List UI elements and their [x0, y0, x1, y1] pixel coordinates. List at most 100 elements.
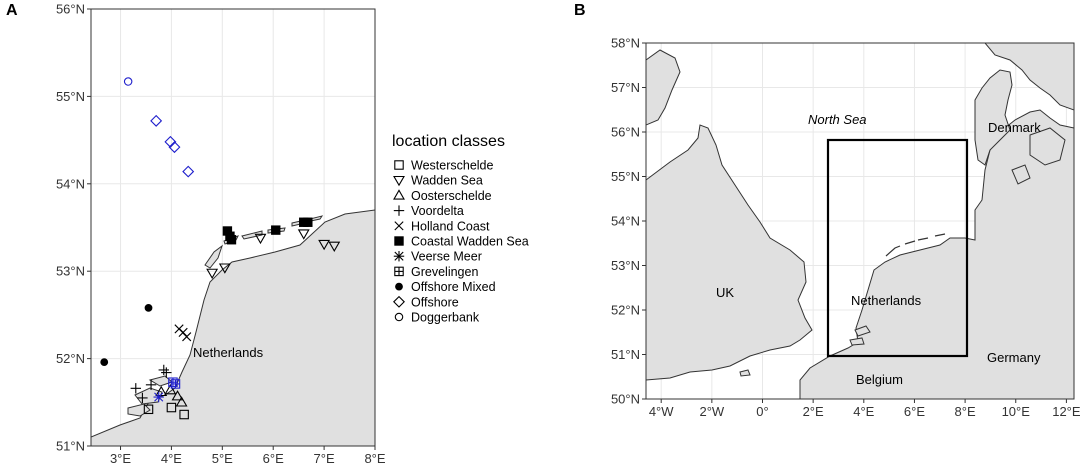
panel-a-axis-ticks: 3°E 4°E 5°E 6°E 7°E 8°E 51°N 52°N 53°N 54°N 55°N 56… [56, 2, 386, 467]
legend-key-oosterschelde [393, 189, 405, 200]
legend-label: Doggerbank [411, 311, 480, 325]
point-voordelta [145, 379, 157, 391]
legend-label: Oosterschelde [411, 189, 492, 203]
panel-a-y-tick: 56°N [56, 2, 85, 17]
point-wadden-sea [318, 239, 331, 251]
panel-a-y-tick: 53°N [56, 264, 85, 279]
point-wadden-sea [297, 229, 310, 240]
point-veerse-meer [153, 391, 164, 403]
study-area-box [826, 138, 969, 358]
point-offshore [150, 114, 163, 127]
panel-b-y-tick: 52°N [611, 303, 640, 318]
panel-b-x-tick: 8°E [955, 404, 976, 419]
panel-b-x-tick: 2°W [699, 404, 724, 419]
legend-key-offshore-mixed [395, 282, 403, 291]
panel-b-y-tick: 51°N [611, 347, 640, 362]
denmark-zealand [1029, 127, 1066, 166]
point-offshore [182, 165, 195, 178]
legend-key-veerse-meer [393, 251, 405, 262]
legend-key-voordelta [393, 205, 405, 216]
legend-label: Holland Coast [411, 219, 490, 233]
zeeland-b [849, 325, 871, 346]
point-coastal-wadden-sea [303, 217, 313, 227]
point-grevelingen [170, 379, 181, 389]
belgium-label: Belgium [856, 372, 903, 387]
legend-label: Coastal Wadden Sea [411, 235, 529, 249]
point-voordelta [137, 392, 148, 404]
point-voordelta [130, 383, 141, 394]
legend-label: Veerse Meer [411, 250, 482, 264]
panel-a-x-tick: 6°E [263, 451, 284, 466]
panel-b-x-tick: 10°E [1002, 404, 1031, 419]
legend-label: Westerschelde [411, 159, 493, 173]
legend-key-offshore [393, 295, 405, 308]
panel-b-axis-ticks: 4°W 2°W 0° 2°E 4°E 6°E 8°E 10°E 12°E 50°N 51°N 52°N… [611, 36, 1081, 420]
legend-key-doggerbank [394, 312, 404, 322]
panel-b-y-tick: 56°N [611, 125, 640, 140]
isle-of-wight [739, 369, 751, 377]
scotland-north [646, 49, 681, 126]
panel-a-y-tick: 51°N [56, 439, 85, 454]
norway-sweden [984, 43, 1074, 111]
point-oosterschelde [171, 390, 184, 401]
panel-a-x-tick: 8°E [364, 451, 385, 466]
point-holland-coast [178, 327, 188, 337]
panel-b-x-tick: 2°E [803, 404, 824, 419]
panel-a-points [100, 77, 341, 420]
north-sea-label: North Sea [808, 112, 867, 127]
point-voordelta [161, 367, 172, 378]
panel-b-y-tick: 50°N [611, 392, 640, 407]
panel-b-y-tick: 53°N [611, 258, 640, 273]
point-oosterschelde [155, 385, 168, 397]
point-voordelta [158, 364, 169, 376]
legend-key-westerschelde [394, 160, 404, 170]
panel-b-y-tick: 55°N [611, 169, 640, 184]
point-westerschelde [143, 404, 154, 415]
panel-b-x-tick: 6°E [904, 404, 925, 419]
panel-a-y-tick: 54°N [56, 176, 85, 191]
point-offshore [164, 135, 177, 148]
denmark-label: Denmark [988, 120, 1041, 135]
point-westerschelde [166, 402, 177, 413]
great-britain-land [646, 124, 813, 381]
point-holland-coast [182, 332, 192, 342]
legend-label: Offshore Mixed [411, 280, 496, 294]
legend-key-coastal-wadden-sea [394, 236, 404, 246]
panel-a-x-tick: 4°E [161, 451, 182, 466]
panel-b-x-tick: 0° [756, 404, 768, 419]
panel-b-x-tick: 4°E [853, 404, 874, 419]
legend-key-grevelingen [394, 266, 404, 277]
panel-b-y-tick: 57°N [611, 80, 640, 95]
legend-key-holland-coast [394, 221, 404, 231]
legend-key-wadden-sea [393, 175, 405, 187]
legend-title: location classes [392, 133, 505, 150]
germany-label: Germany [987, 350, 1041, 365]
point-offshore [168, 141, 181, 154]
point-wadden-sea [206, 268, 219, 280]
netherlands-label: Netherlands [193, 345, 264, 360]
point-wadden-sea [328, 241, 341, 252]
wadden-island-terschelling [241, 230, 263, 240]
point-oosterschelde [175, 396, 188, 407]
panel-a-y-tick: 55°N [56, 89, 85, 104]
frisian-islands-b [885, 233, 946, 257]
panel-b-y-tick: 58°N [611, 36, 640, 51]
panel-a-y-tick: 52°N [56, 351, 85, 366]
legend-label: Offshore [411, 295, 459, 309]
point-wadden-sea [254, 233, 267, 245]
legend-label: Grevelingen [411, 265, 478, 279]
panel-b-x-tick: 12°E [1052, 404, 1081, 419]
panel-b-y-tick: 54°N [611, 214, 640, 229]
legend-label: Voordelta [411, 204, 464, 218]
point-wadden-sea [218, 263, 231, 274]
point-oosterschelde [164, 383, 177, 395]
point-offshore-mixed [144, 304, 153, 312]
point-westerschelde [179, 409, 189, 420]
point-offshore-mixed [100, 358, 109, 366]
panel-a-x-tick: 3°E [110, 451, 131, 466]
panel-a-x-tick: 5°E [212, 451, 233, 466]
denmark-funen [1011, 164, 1031, 185]
